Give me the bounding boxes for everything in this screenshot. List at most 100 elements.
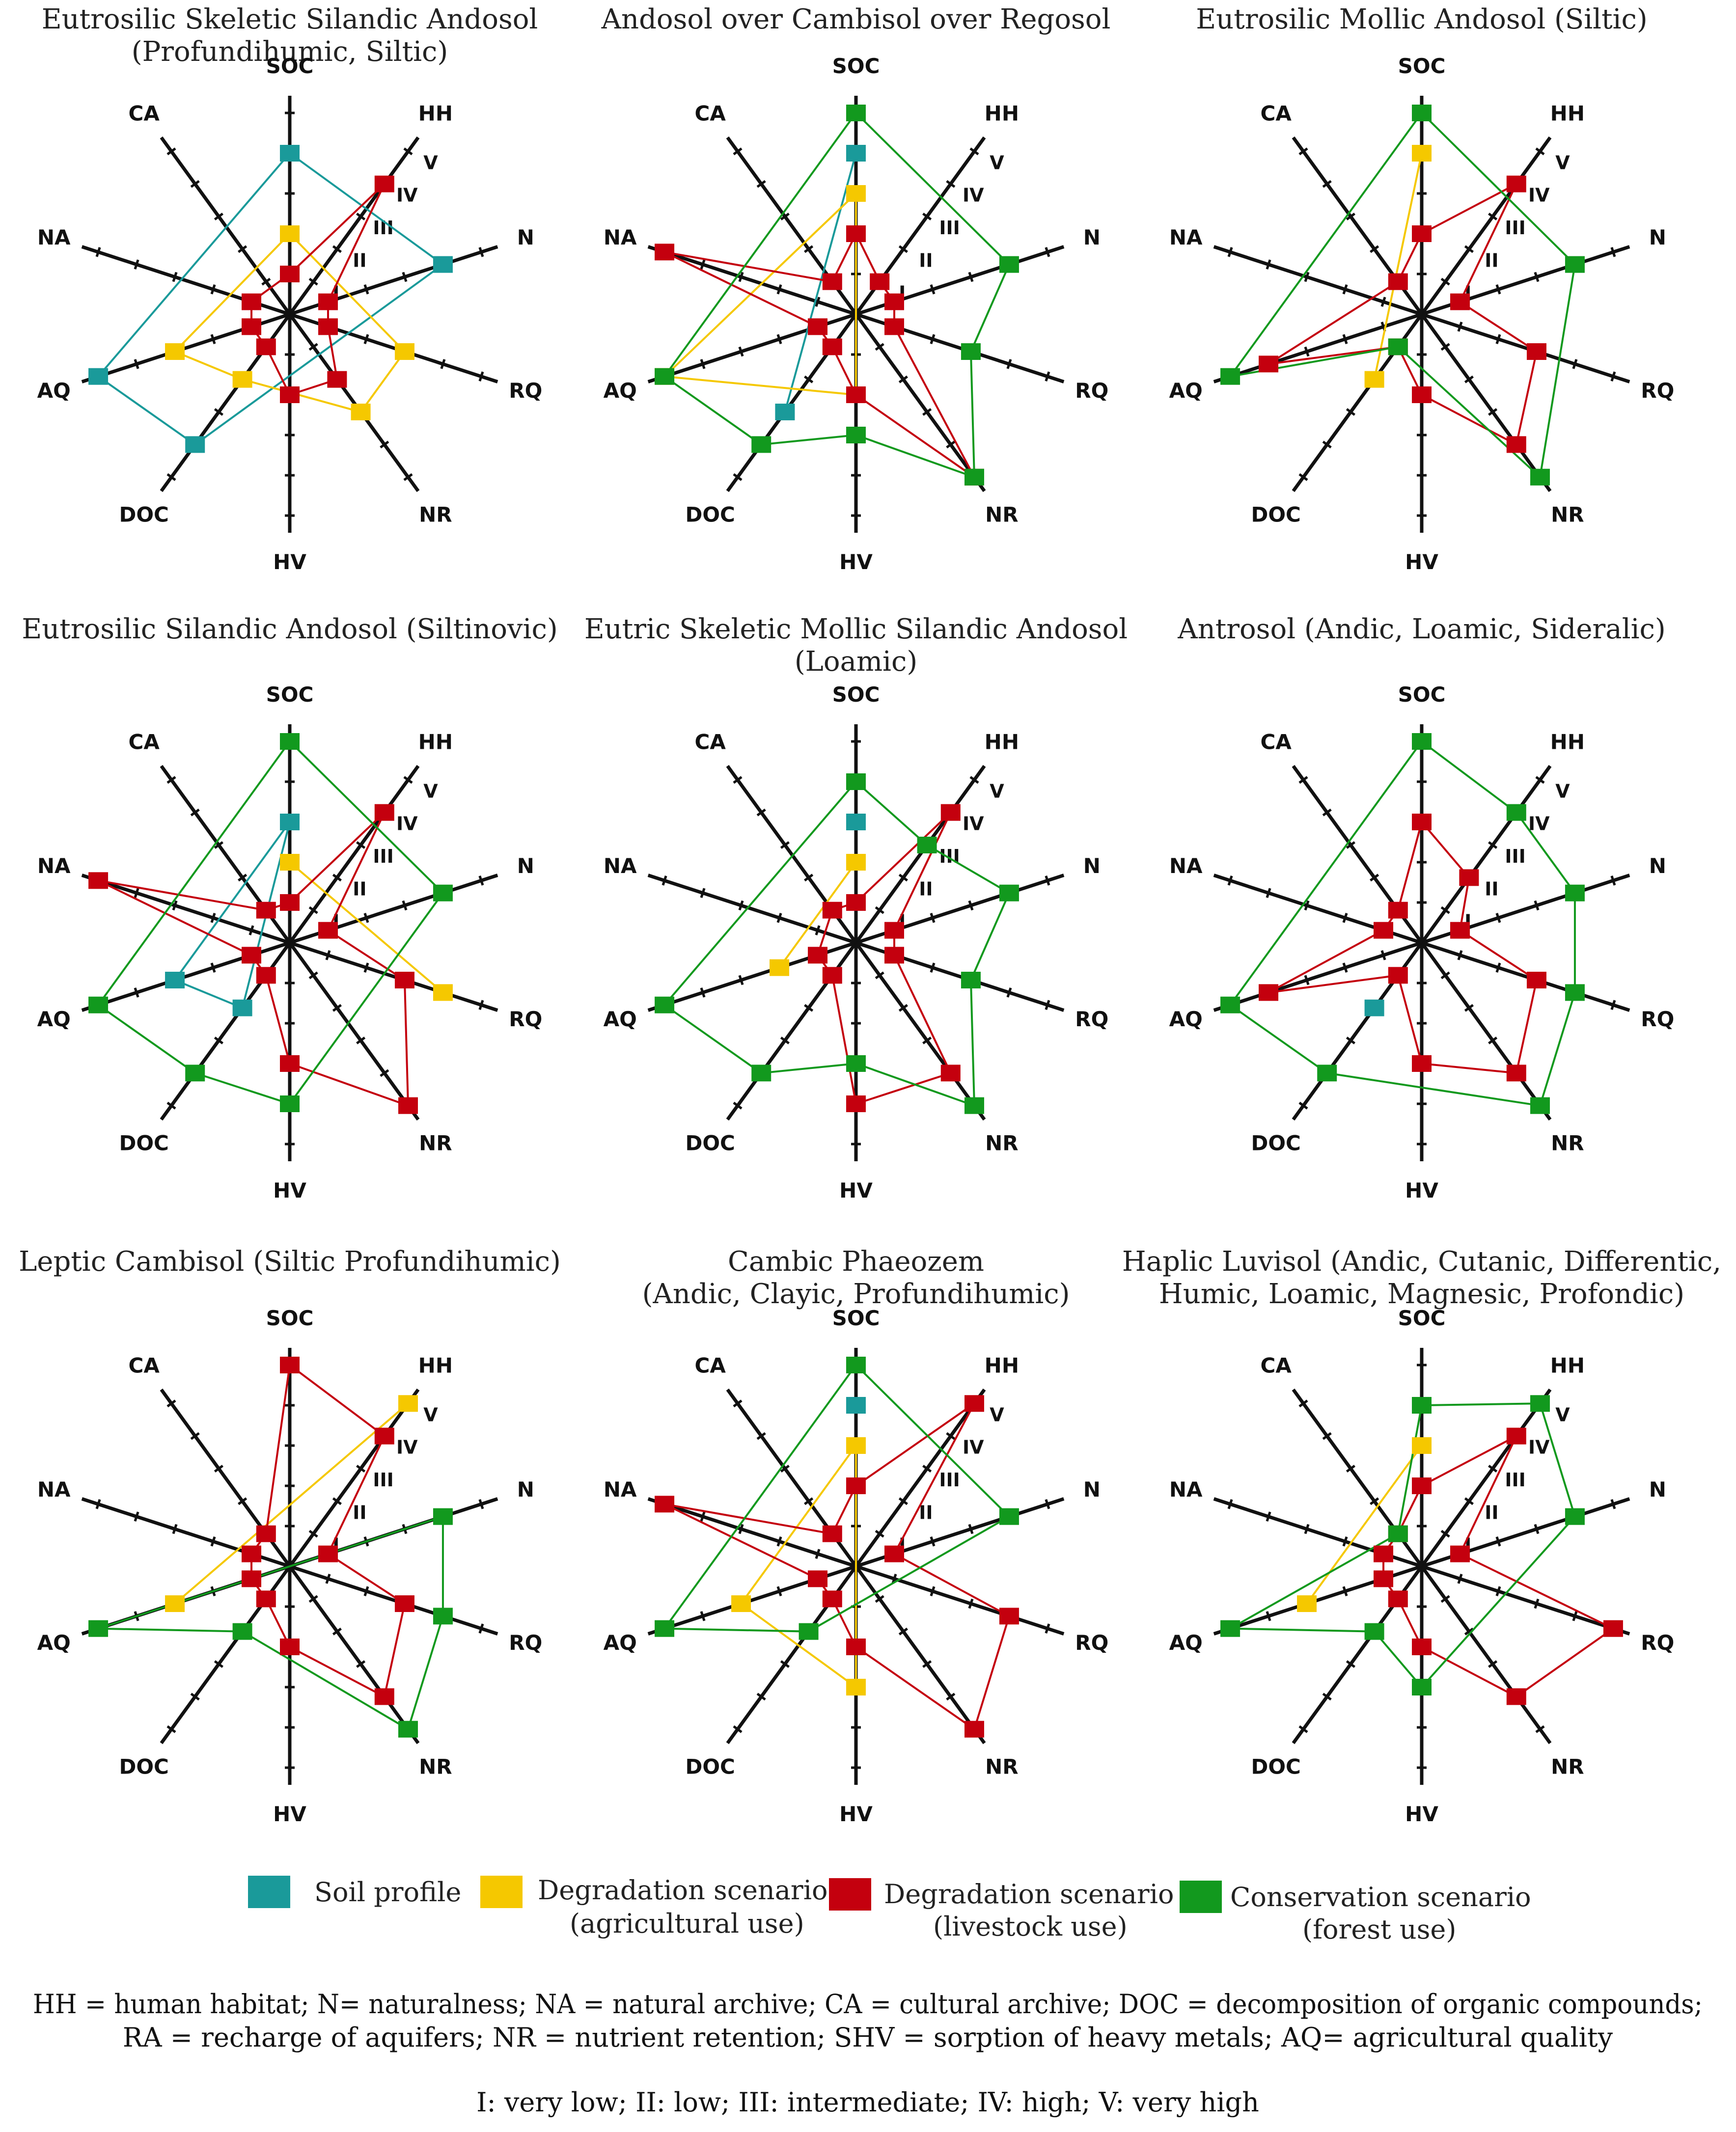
axis-line-hh	[1420, 1388, 1552, 1568]
axis-tick	[1534, 272, 1540, 282]
axis-tick	[1322, 808, 1332, 817]
level-label-ii: II	[1485, 249, 1498, 271]
data-marker-livestock-aq	[808, 1570, 828, 1587]
axis-tick	[930, 284, 936, 295]
data-marker-soil_profile-aq	[88, 368, 109, 385]
axis-tick	[930, 962, 936, 973]
axis-tick	[1304, 900, 1310, 911]
axis-tick	[1342, 1536, 1348, 1547]
axis-tick	[478, 1623, 484, 1634]
series-outline-agri	[662, 191, 857, 396]
axis-tick	[308, 277, 318, 286]
axis-tick	[1440, 277, 1450, 286]
axis-line-hh	[288, 765, 420, 944]
axis-tick	[402, 272, 408, 282]
axis-tick	[190, 808, 200, 817]
data-marker-livestock-rq	[884, 947, 904, 964]
data-marker-forest-aq	[655, 1620, 675, 1637]
axis-label-n: N	[1083, 854, 1101, 878]
axis-tick	[756, 1432, 766, 1440]
data-marker-agri-rq	[433, 984, 453, 1001]
axis-line-rq	[1421, 1564, 1630, 1636]
axis-line-nr	[288, 1565, 420, 1745]
axis-label-na: NA	[1169, 854, 1203, 878]
axis-tick	[1370, 245, 1379, 253]
axis-line-na	[647, 1497, 857, 1568]
axis-label-hv: HV	[273, 1178, 306, 1203]
axis-tick	[363, 1586, 369, 1596]
level-label-iv: IV	[396, 1437, 418, 1458]
radar-chart-5: Eutric Skeletic Mollic Silandic Andosol(…	[584, 613, 1128, 1203]
axis-tick	[478, 371, 484, 382]
data-marker-agri-hv	[846, 1679, 866, 1695]
data-marker-forest-n	[999, 256, 1019, 273]
axis-tick	[733, 1725, 743, 1733]
data-marker-livestock-aq	[1259, 984, 1279, 1001]
axis-tick	[1322, 1432, 1332, 1440]
axis-tick	[478, 1000, 484, 1010]
data-marker-forest-nr	[964, 468, 984, 486]
axis-tick	[1322, 440, 1332, 449]
axis-tick	[1440, 1530, 1450, 1538]
data-marker-livestock-soc	[280, 266, 300, 282]
data-marker-livestock-rq	[1603, 1620, 1623, 1637]
axis-tick	[166, 1725, 176, 1733]
legend-label-livestock: Degradation scenario	[884, 1879, 1174, 1910]
data-marker-soil_profile-doc	[775, 404, 795, 421]
axis-label-rq: RQ	[1075, 379, 1108, 403]
legend-swatch-livestock	[829, 1878, 871, 1911]
data-marker-livestock-soc	[1412, 1477, 1432, 1494]
axis-label-na: NA	[37, 225, 71, 249]
axis-label-nr: NR	[1551, 503, 1584, 527]
data-marker-forest-doc	[751, 436, 772, 453]
level-label-iii: III	[939, 1469, 960, 1491]
chart-title-line: Haplic Luvisol (Andic, Cutanic, Differen…	[1122, 1246, 1721, 1278]
radar-chart-2: Andosol over Cambisol over Regosol SOC HH N…	[601, 3, 1111, 574]
axis-label-doc: DOC	[1251, 1131, 1300, 1155]
level-label-iii: III	[1505, 1469, 1525, 1491]
axis-line-hh	[1420, 136, 1552, 316]
axis-tick	[308, 971, 318, 980]
data-marker-forest-rq	[433, 1608, 453, 1625]
axis-tick	[1298, 1399, 1308, 1408]
data-marker-forest-hh	[1506, 804, 1526, 821]
axis-tick	[210, 962, 216, 973]
data-marker-forest-doc	[185, 1065, 205, 1082]
data-marker-forest-aq	[655, 368, 675, 385]
data-marker-livestock-ca	[1388, 902, 1408, 919]
axis-label-hv: HV	[839, 1178, 873, 1203]
axis-tick	[356, 1037, 366, 1044]
data-marker-livestock-hv	[1412, 1055, 1432, 1072]
data-marker-livestock-nr	[327, 371, 347, 388]
data-marker-livestock-nr	[374, 1688, 394, 1705]
data-marker-forest-ca	[1388, 1525, 1408, 1542]
axis-line-nr	[1420, 1565, 1552, 1745]
axis-tick	[1488, 408, 1498, 416]
axis-label-na: NA	[604, 854, 637, 878]
axis-tick	[1488, 841, 1498, 849]
axis-tick	[214, 213, 223, 220]
axis-label-nr: NR	[1551, 1131, 1584, 1155]
axis-tick	[1380, 297, 1386, 307]
axis-tick	[733, 147, 743, 156]
data-marker-livestock-ca	[1388, 273, 1408, 290]
axis-tick	[780, 1465, 790, 1473]
axis-tick	[332, 874, 342, 882]
chart-title-line: Andosol over Cambisol over Regosol	[601, 3, 1111, 35]
axis-tick	[172, 1524, 178, 1534]
axis-tick	[1488, 1037, 1498, 1044]
axis-label-hh: HH	[985, 1353, 1019, 1377]
data-marker-livestock-nr	[1506, 1688, 1526, 1705]
axis-tick	[166, 776, 176, 784]
axis-label-rq: RQ	[509, 1631, 542, 1655]
axis-label-rq: RQ	[1075, 1007, 1108, 1031]
data-marker-forest-n	[1565, 256, 1585, 273]
chart-title-line: (Loamic)	[795, 646, 917, 678]
axis-tick	[1346, 1465, 1355, 1473]
level-label-iv: IV	[1528, 1437, 1550, 1458]
data-marker-livestock-na	[1374, 922, 1394, 939]
level-label-ii: II	[919, 249, 933, 271]
axis-tick	[898, 1627, 908, 1636]
axis-tick	[1464, 1627, 1474, 1636]
axis-line-hh	[288, 136, 420, 316]
